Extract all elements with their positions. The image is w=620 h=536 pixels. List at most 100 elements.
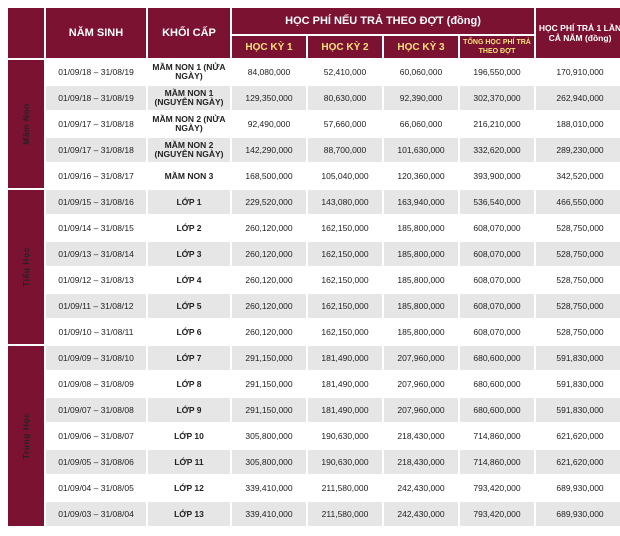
semester-2-fee-cell: 211,580,000 — [308, 476, 382, 500]
birth-year-cell: 01/09/07 – 31/08/08 — [46, 398, 146, 422]
total-installment-cell: 302,370,000 — [460, 86, 535, 110]
total-installment-cell: 680,600,000 — [460, 346, 535, 370]
total-installment-cell: 608,070,000 — [460, 216, 535, 240]
yearly-fee-cell: 689,930,000 — [536, 476, 620, 500]
semester-3-fee-cell: 242,430,000 — [384, 476, 458, 500]
semester-1-header: HỌC KỲ 1 — [232, 36, 306, 58]
birth-year-cell: 01/09/15 – 31/08/16 — [46, 190, 146, 214]
semester-3-fee-cell: 185,800,000 — [384, 294, 458, 318]
semester-1-fee-cell: 260,120,000 — [232, 216, 306, 240]
semester-3-fee-cell: 207,960,000 — [384, 346, 458, 370]
semester-1-fee-cell: 84,080,000 — [232, 60, 306, 84]
table-row: 01/09/06 – 31/08/07 LỚP 10 305,800,000 190,… — [8, 424, 620, 448]
table-header: NĂM SINH KHỐI CẤP HỌC PHÍ NẾU TRẢ THEO Đ… — [8, 8, 620, 58]
level-label-cell: Trung Học — [8, 346, 44, 526]
yearly-fee-cell: 342,520,000 — [536, 164, 620, 188]
table-row: 01/09/14 – 31/08/15 LỚP 2 260,120,000 162,1… — [8, 216, 620, 240]
semester-2-fee-cell: 162,150,000 — [308, 242, 382, 266]
corner-cell — [8, 8, 44, 58]
yearly-fee-header: HỌC PHÍ TRẢ 1 LẦN CẢ NĂM (đồng) — [536, 8, 620, 58]
birth-year-cell: 01/09/05 – 31/08/06 — [46, 450, 146, 474]
semester-3-fee-cell: 163,940,000 — [384, 190, 458, 214]
yearly-fee-cell: 621,620,000 — [536, 424, 620, 448]
grade-cell: MẦM NON 3 — [148, 164, 230, 188]
semester-3-fee-cell: 185,800,000 — [384, 268, 458, 292]
grade-cell: LỚP 10 — [148, 424, 230, 448]
level-label: Tiểu Học — [21, 247, 31, 287]
table-row: 01/09/05 – 31/08/06 LỚP 11 305,800,000 190,… — [8, 450, 620, 474]
yearly-fee-cell: 466,550,000 — [536, 190, 620, 214]
installment-fee-header: HỌC PHÍ NẾU TRẢ THEO ĐỢT (đồng) — [232, 8, 535, 34]
semester-1-fee-cell: 339,410,000 — [232, 476, 306, 500]
table-row: 01/09/16 – 31/08/17 MẦM NON 3 168,500,000 1… — [8, 164, 620, 188]
table-row: 01/09/03 – 31/08/04 LỚP 13 339,410,000 211,… — [8, 502, 620, 526]
semester-1-fee-cell: 92,490,000 — [232, 112, 306, 136]
semester-3-fee-cell: 101,630,000 — [384, 138, 458, 162]
yearly-fee-cell: 170,910,000 — [536, 60, 620, 84]
semester-1-fee-cell: 339,410,000 — [232, 502, 306, 526]
yearly-fee-cell: 528,750,000 — [536, 320, 620, 344]
grade-cell: LỚP 1 — [148, 190, 230, 214]
yearly-fee-cell: 528,750,000 — [536, 242, 620, 266]
table-row: 01/09/13 – 31/08/14 LỚP 3 260,120,000 162,1… — [8, 242, 620, 266]
semester-3-fee-cell: 218,430,000 — [384, 424, 458, 448]
birth-year-cell: 01/09/03 – 31/08/04 — [46, 502, 146, 526]
yearly-fee-cell: 188,010,000 — [536, 112, 620, 136]
semester-1-fee-cell: 291,150,000 — [232, 398, 306, 422]
table-row: 01/09/07 – 31/08/08 LỚP 9 291,150,000 181,4… — [8, 398, 620, 422]
grade-cell: MẦM NON 2 (NỬA NGÀY) — [148, 112, 230, 136]
total-installment-cell: 536,540,000 — [460, 190, 535, 214]
semester-2-fee-cell: 57,660,000 — [308, 112, 382, 136]
total-installment-cell: 714,860,000 — [460, 424, 535, 448]
grade-cell: LỚP 7 — [148, 346, 230, 370]
grade-cell: LỚP 11 — [148, 450, 230, 474]
semester-2-fee-cell: 143,080,000 — [308, 190, 382, 214]
semester-2-fee-cell: 190,630,000 — [308, 450, 382, 474]
semester-2-fee-cell: 162,150,000 — [308, 294, 382, 318]
total-installment-header: TỔNG HỌC PHÍ TRẢ THEO ĐỢT — [460, 36, 535, 58]
total-installment-cell: 680,600,000 — [460, 372, 535, 396]
semester-3-fee-cell: 120,360,000 — [384, 164, 458, 188]
total-installment-cell: 393,900,000 — [460, 164, 535, 188]
semester-3-fee-cell: 207,960,000 — [384, 398, 458, 422]
table-row: 01/09/17 – 31/08/18 MẦM NON 2 (NỬA NGÀY) 9… — [8, 112, 620, 136]
semester-1-fee-cell: 291,150,000 — [232, 346, 306, 370]
semester-2-fee-cell: 162,150,000 — [308, 216, 382, 240]
semester-3-fee-cell: 185,800,000 — [384, 216, 458, 240]
semester-3-fee-cell: 185,800,000 — [384, 242, 458, 266]
total-installment-cell: 793,420,000 — [460, 476, 535, 500]
grade-cell: LỚP 3 — [148, 242, 230, 266]
grade-cell: LỚP 5 — [148, 294, 230, 318]
grade-cell: MẦM NON 1 (NGUYÊN NGÀY) — [148, 86, 230, 110]
yearly-fee-cell: 591,830,000 — [536, 372, 620, 396]
table-row: Mầm Non 01/09/18 – 31/08/19 MẦM NON 1 (NỬA… — [8, 60, 620, 188]
semester-1-fee-cell: 291,150,000 — [232, 372, 306, 396]
semester-1-fee-cell: 260,120,000 — [232, 320, 306, 344]
birth-year-cell: 01/09/17 – 31/08/18 — [46, 112, 146, 136]
semester-2-fee-cell: 181,490,000 — [308, 372, 382, 396]
birth-year-cell: 01/09/12 – 31/08/13 — [46, 268, 146, 292]
yearly-fee-cell: 262,940,000 — [536, 86, 620, 110]
table-row: 01/09/18 – 31/08/19 MẦM NON 1 (NGUYÊN NGÀ… — [8, 86, 620, 110]
birth-year-cell: 01/09/11 – 31/08/12 — [46, 294, 146, 318]
table-row: Tiểu Học 01/09/15 – 31/08/16 LỚP 1 229,520,… — [8, 190, 620, 344]
level-label: Mầm Non — [21, 103, 31, 145]
total-installment-cell: 216,210,000 — [460, 112, 535, 136]
table-row: 01/09/04 – 31/08/05 LỚP 12 339,410,000 211,… — [8, 476, 620, 500]
semester-3-fee-cell: 185,800,000 — [384, 320, 458, 344]
total-installment-cell: 332,620,000 — [460, 138, 535, 162]
semester-2-fee-cell: 181,490,000 — [308, 346, 382, 370]
table-row: 01/09/17 – 31/08/18 MẦM NON 2 (NGUYÊN NGÀ… — [8, 138, 620, 162]
semester-1-fee-cell: 142,290,000 — [232, 138, 306, 162]
level-label-cell: Mầm Non — [8, 60, 44, 188]
semester-3-fee-cell: 242,430,000 — [384, 502, 458, 526]
yearly-fee-cell: 528,750,000 — [536, 268, 620, 292]
birth-year-cell: 01/09/18 – 31/08/19 — [46, 86, 146, 110]
grade-cell: MẦM NON 1 (NỬA NGÀY) — [148, 60, 230, 84]
table-body: Mầm Non 01/09/18 – 31/08/19 MẦM NON 1 (NỬA… — [8, 60, 620, 526]
semester-2-fee-cell: 211,580,000 — [308, 502, 382, 526]
semester-1-fee-cell: 129,350,000 — [232, 86, 306, 110]
grade-cell: LỚP 6 — [148, 320, 230, 344]
semester-2-fee-cell: 105,040,000 — [308, 164, 382, 188]
